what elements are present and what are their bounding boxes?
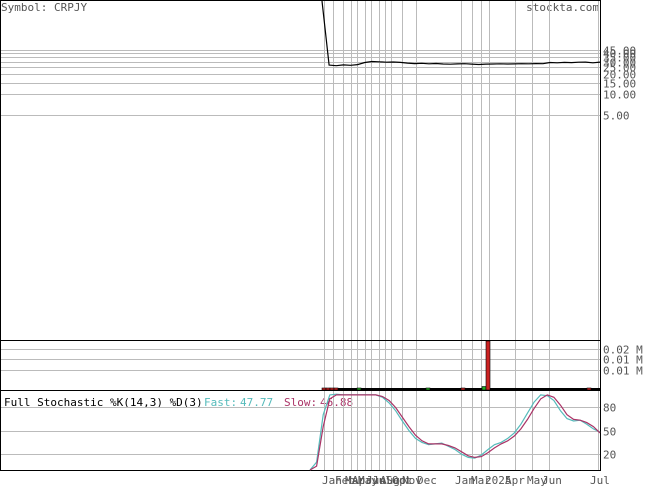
fast-value: 47.77 (240, 396, 273, 409)
x-tick-label: Jun (366, 474, 386, 486)
x-tick-label: Apr (352, 474, 372, 486)
price-frame (0, 0, 601, 341)
x-tick-label: Aug (380, 474, 400, 486)
x-tick-label: Mar (345, 474, 365, 486)
x-tick-label: Jan (322, 474, 342, 486)
fast-line (309, 393, 601, 471)
price-tick-label: 45.00 (603, 45, 636, 58)
volume-bar (356, 387, 362, 391)
slow-line (309, 394, 601, 471)
price-panel: 45.0040.0035.0030.0025.0020.0015.0010.00… (0, 0, 636, 341)
symbol-label: Symbol: CRPJY (1, 1, 87, 14)
volume-tick-label: 0.01 M (603, 365, 643, 378)
volume-bar (481, 386, 487, 391)
x-tick-label: Oct (392, 474, 412, 486)
price-tick-label: 20.00 (603, 69, 636, 82)
site-name: stockta.com (526, 1, 599, 14)
price-tick-label: 40.00 (603, 48, 636, 61)
x-tick-label: Jun (542, 474, 562, 486)
stochastic-frame (0, 390, 601, 471)
x-tick-label: May (358, 474, 378, 486)
volume-tick-label: 0.02 M (603, 344, 643, 357)
volume-bar (460, 387, 466, 391)
x-tick-label: Jan (455, 474, 475, 486)
price-tick-label: 5.00 (603, 110, 630, 123)
x-tick-label: 2025 (485, 474, 512, 486)
volume-bar (325, 387, 331, 391)
stochastic-tick-label: 50 (603, 426, 616, 439)
price-tick-label: 10.00 (603, 89, 636, 102)
x-tick-label: May (527, 474, 547, 486)
x-tick-label: Sep (386, 474, 406, 486)
x-tick-label: Nov (402, 474, 422, 486)
price-line (321, 0, 601, 67)
stochastic-panel: Full Stochastic %K(14,3) %D(3) Fast: 47.… (0, 390, 616, 471)
stochastic-tick-label: 20 (603, 449, 616, 462)
volume-bar (586, 387, 592, 391)
x-tick-label: Dec (417, 474, 437, 486)
volume-bar (425, 387, 431, 391)
price-tick-label: 15.00 (603, 78, 636, 91)
x-tick-label: Jul (372, 474, 392, 486)
volume-bar (329, 387, 335, 391)
volume-tick-label: 0.01 M (603, 354, 643, 367)
stochastic-tick-label: 80 (603, 402, 616, 415)
x-tick-label: Mar (471, 474, 491, 486)
x-tick-label: Apr (505, 474, 525, 486)
volume-bar (333, 387, 339, 391)
slow-label: Slow: (284, 396, 317, 409)
volume-bar (321, 387, 327, 391)
volume-bar (485, 340, 491, 391)
stochastic-title: Full Stochastic %K(14,3) %D(3) (4, 396, 203, 409)
price-tick-label: 35.00 (603, 52, 636, 65)
x-tick-label: Feb (335, 474, 355, 486)
price-tick-label: 30.00 (603, 57, 636, 70)
fast-label: Fast: (204, 396, 237, 409)
volume-frame (0, 340, 601, 391)
x-tick-label: Jul (590, 474, 610, 486)
volume-panel: 0.02 M0.01 M0.01 M (0, 340, 643, 391)
price-tick-label: 25.00 (603, 62, 636, 75)
